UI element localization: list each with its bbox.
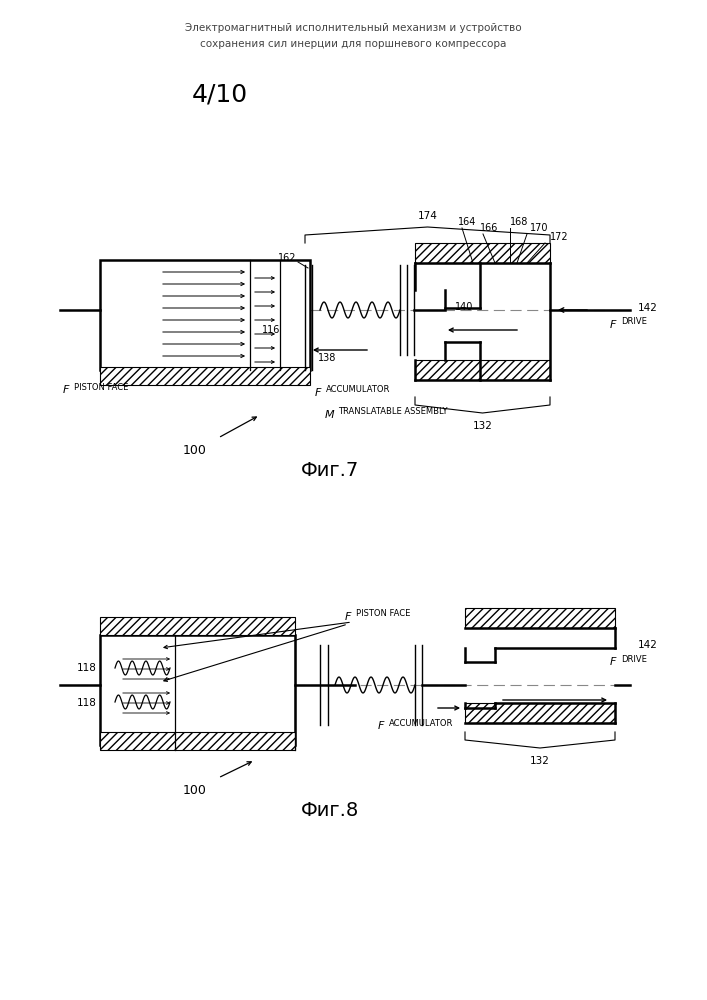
Text: 166: 166 — [480, 223, 498, 233]
Text: F: F — [610, 657, 617, 667]
Text: 100: 100 — [183, 444, 207, 456]
Text: PISTON FACE: PISTON FACE — [74, 382, 129, 391]
Text: ACCUMULATOR: ACCUMULATOR — [326, 385, 390, 394]
Text: 162: 162 — [278, 253, 296, 263]
Text: 4/10: 4/10 — [192, 83, 248, 107]
Text: 142: 142 — [638, 303, 658, 313]
Bar — [100, 732, 295, 750]
Text: F: F — [378, 721, 385, 731]
Text: F: F — [315, 388, 322, 398]
Text: 170: 170 — [530, 223, 549, 233]
Text: 132: 132 — [530, 756, 550, 766]
Bar — [415, 243, 550, 263]
Text: Электромагнитный исполнительный механизм и устройство: Электромагнитный исполнительный механизм… — [185, 23, 521, 33]
Text: 118: 118 — [77, 663, 97, 673]
Text: F: F — [63, 385, 69, 395]
Text: Фиг.7: Фиг.7 — [301, 460, 359, 480]
Text: 140: 140 — [455, 302, 474, 312]
Text: M: M — [325, 410, 334, 420]
Text: 168: 168 — [510, 217, 528, 227]
Bar — [465, 703, 615, 723]
Text: F: F — [610, 320, 617, 330]
Bar — [415, 360, 550, 380]
Text: Фиг.8: Фиг.8 — [301, 800, 359, 820]
Text: TRANSLATABLE ASSEMBLY: TRANSLATABLE ASSEMBLY — [338, 408, 448, 416]
Bar — [465, 608, 615, 628]
Text: 142: 142 — [638, 640, 658, 650]
Text: 172: 172 — [550, 232, 568, 242]
Bar — [100, 367, 310, 385]
Bar — [100, 635, 295, 745]
Text: 164: 164 — [458, 217, 477, 227]
Text: F: F — [345, 612, 351, 622]
Text: ACCUMULATOR: ACCUMULATOR — [389, 718, 453, 728]
Text: DRIVE: DRIVE — [621, 654, 647, 664]
Text: PISTON FACE: PISTON FACE — [356, 609, 410, 618]
Text: 174: 174 — [418, 211, 438, 221]
Text: 138: 138 — [318, 353, 337, 363]
Text: 100: 100 — [183, 784, 207, 796]
Bar — [100, 617, 295, 635]
Bar — [100, 260, 310, 370]
Text: 118: 118 — [77, 698, 97, 708]
Text: DRIVE: DRIVE — [621, 318, 647, 326]
Text: 116: 116 — [262, 325, 281, 335]
Text: сохранения сил инерции для поршневого компрессора: сохранения сил инерции для поршневого ко… — [200, 39, 506, 49]
Text: 132: 132 — [472, 421, 493, 431]
